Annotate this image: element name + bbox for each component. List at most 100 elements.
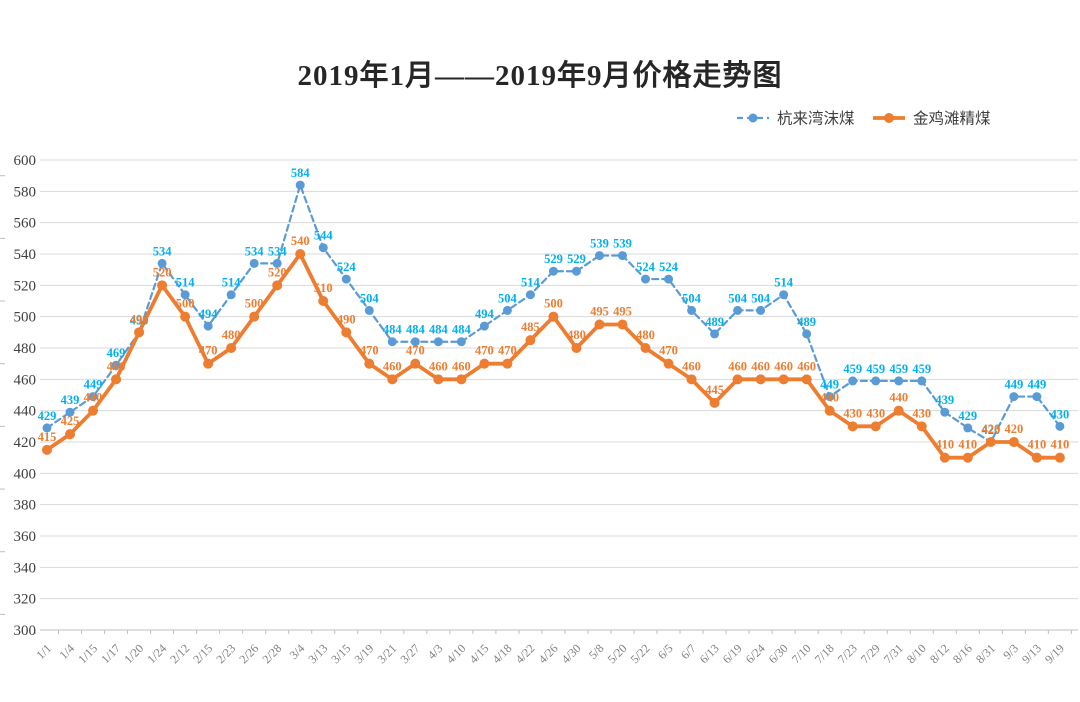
x-tick-label: 2/12 xyxy=(167,641,192,666)
data-point xyxy=(847,421,858,432)
x-tick-label: 3/4 xyxy=(287,641,308,662)
data-label: 500 xyxy=(176,297,195,311)
data-label: 529 xyxy=(544,252,563,266)
data-label: 514 xyxy=(521,276,541,290)
data-label: 514 xyxy=(222,276,242,290)
data-point xyxy=(1054,452,1065,463)
data-point xyxy=(709,397,720,408)
x-tick-label: 4/18 xyxy=(490,641,515,666)
y-tick-label: 320 xyxy=(14,592,37,608)
data-label: 439 xyxy=(61,393,80,407)
data-label: 420 xyxy=(1004,422,1023,436)
y-tick-label: 400 xyxy=(14,466,37,482)
data-point xyxy=(295,249,306,259)
x-tick-label: 8/12 xyxy=(927,641,952,666)
data-label: 415 xyxy=(38,430,57,444)
data-point xyxy=(525,290,535,300)
data-point xyxy=(778,374,789,385)
x-tick-label: 7/29 xyxy=(858,641,883,666)
data-label: 539 xyxy=(613,237,632,251)
x-tick-label: 1/1 xyxy=(33,641,54,662)
x-tick-label: 3/19 xyxy=(351,641,376,666)
y-tick-label: 540 xyxy=(14,247,37,263)
data-label: 500 xyxy=(245,297,264,311)
data-point xyxy=(65,407,75,417)
x-tick-label: 9/19 xyxy=(1042,641,1067,666)
data-label: 459 xyxy=(889,362,908,376)
y-tick-label: 460 xyxy=(14,372,37,388)
data-label: 470 xyxy=(659,344,678,358)
data-point xyxy=(157,280,168,291)
data-label: 420 xyxy=(981,422,1000,436)
legend-marker-dot xyxy=(884,113,894,123)
data-label: 480 xyxy=(636,328,655,342)
data-point xyxy=(42,423,52,433)
data-label: 494 xyxy=(475,307,495,321)
data-label: 490 xyxy=(337,312,356,326)
y-tick-label: 380 xyxy=(14,498,37,514)
data-point xyxy=(756,305,766,315)
chart-title: 2019年1月——2019年9月价格走势图 xyxy=(297,60,783,92)
y-tick-label: 440 xyxy=(14,404,37,420)
data-label: 440 xyxy=(84,391,103,405)
x-tick-label: 7/31 xyxy=(881,641,906,666)
data-label: 524 xyxy=(636,260,656,274)
data-point xyxy=(364,358,375,369)
data-label: 489 xyxy=(797,315,816,329)
x-tick-label: 7/18 xyxy=(812,641,837,666)
data-label: 584 xyxy=(291,166,311,180)
data-point xyxy=(318,296,329,306)
data-point xyxy=(180,290,190,300)
data-point xyxy=(1009,392,1019,402)
data-point xyxy=(226,290,236,300)
y-tick-label: 300 xyxy=(14,623,37,639)
y-tick-label: 420 xyxy=(14,435,37,451)
data-label: 484 xyxy=(406,323,426,337)
data-label: 504 xyxy=(360,291,380,305)
data-label: 539 xyxy=(590,237,609,251)
data-point xyxy=(157,258,167,268)
data-point xyxy=(710,329,720,339)
data-label: 470 xyxy=(199,344,218,358)
x-tick-label: 6/19 xyxy=(720,641,745,666)
data-point xyxy=(525,335,536,346)
data-point xyxy=(65,429,76,440)
data-point xyxy=(802,329,812,339)
x-tick-label: 4/3 xyxy=(425,641,446,662)
data-label: 425 xyxy=(61,414,80,428)
data-label: 459 xyxy=(843,362,862,376)
y-tick-label: 480 xyxy=(14,341,37,357)
data-label: 504 xyxy=(498,291,518,305)
data-label: 504 xyxy=(682,291,702,305)
data-point xyxy=(687,305,697,315)
data-label: 459 xyxy=(866,362,885,376)
data-point xyxy=(893,405,904,416)
x-tick-label: 9/13 xyxy=(1019,641,1044,666)
x-tick-label: 5/22 xyxy=(628,641,653,666)
data-label: 449 xyxy=(820,378,839,392)
y-tick-label: 580 xyxy=(14,184,37,200)
data-point xyxy=(111,374,122,385)
x-tick-label: 6/5 xyxy=(655,641,676,662)
data-label: 470 xyxy=(360,344,379,358)
x-tick-label: 7/23 xyxy=(835,641,860,666)
data-label: 430 xyxy=(1051,407,1070,421)
data-label: 460 xyxy=(682,359,701,373)
x-tick-label: 1/17 xyxy=(98,641,123,666)
data-label: 520 xyxy=(268,265,287,279)
data-label: 440 xyxy=(820,391,839,405)
data-label: 460 xyxy=(429,359,448,373)
data-point xyxy=(985,437,996,447)
data-label: 504 xyxy=(728,291,748,305)
data-point xyxy=(272,258,282,268)
data-label: 544 xyxy=(314,229,334,243)
data-point xyxy=(848,376,858,386)
y-tick-label: 500 xyxy=(14,310,37,326)
x-tick-label: 1/24 xyxy=(144,641,169,666)
data-point xyxy=(962,452,973,463)
data-label: 490 xyxy=(130,313,149,327)
data-point xyxy=(456,337,466,347)
data-point xyxy=(318,243,328,253)
data-point xyxy=(410,358,421,369)
